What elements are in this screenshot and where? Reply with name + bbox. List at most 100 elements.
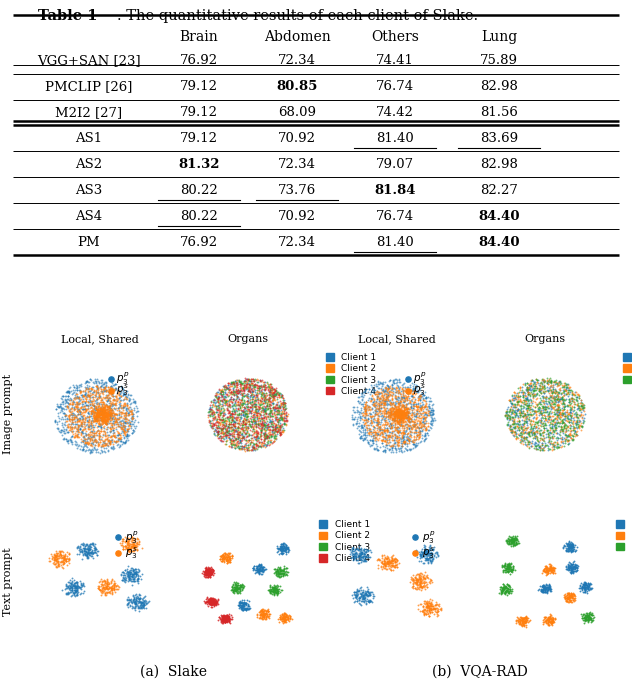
Point (229, 425, 239, 436)
Point (220, 413, 230, 424)
Point (552, 400, 562, 411)
Point (389, 378, 399, 389)
Point (410, 532, 420, 543)
Point (133, 594, 143, 605)
Point (209, 418, 219, 429)
Point (68, 396, 78, 406)
Point (549, 391, 559, 402)
Point (511, 537, 521, 548)
Point (401, 403, 411, 414)
Point (384, 557, 394, 568)
Point (398, 432, 408, 443)
Point (386, 559, 396, 570)
Point (545, 567, 555, 578)
Point (94, 434, 104, 445)
Point (545, 617, 556, 628)
Point (544, 429, 554, 440)
Point (394, 404, 404, 415)
Point (105, 408, 115, 419)
Point (114, 396, 125, 407)
Point (240, 603, 250, 614)
Point (407, 409, 417, 419)
Point (234, 402, 245, 413)
Point (259, 400, 269, 411)
Point (379, 400, 389, 411)
Point (246, 373, 256, 384)
Point (357, 589, 367, 600)
Point (267, 586, 277, 597)
Point (246, 436, 256, 447)
Point (380, 416, 390, 427)
Point (566, 415, 576, 426)
Point (370, 404, 380, 415)
Point (125, 406, 135, 417)
Point (278, 539, 288, 550)
Point (122, 430, 132, 441)
Point (84, 431, 94, 442)
Point (77, 413, 87, 424)
Point (66, 425, 76, 436)
Point (394, 443, 404, 454)
Point (199, 595, 209, 606)
Point (564, 561, 574, 572)
Point (568, 417, 578, 428)
Point (375, 418, 385, 429)
Point (89, 400, 99, 411)
Point (392, 408, 402, 419)
Point (563, 543, 573, 554)
Point (84, 409, 94, 419)
Point (103, 413, 113, 424)
Point (257, 608, 267, 619)
Point (106, 385, 116, 396)
Point (247, 405, 257, 416)
Point (583, 611, 593, 622)
Point (224, 384, 234, 395)
Point (556, 408, 566, 419)
Point (67, 403, 77, 414)
Point (545, 391, 555, 402)
Point (420, 604, 430, 614)
Point (395, 404, 405, 415)
Point (272, 403, 283, 414)
Point (383, 389, 393, 400)
Point (421, 396, 431, 406)
Point (64, 387, 74, 398)
Point (525, 424, 535, 435)
Text: VGG+SAN [23]: VGG+SAN [23] (37, 54, 140, 68)
Point (130, 597, 140, 608)
Point (510, 422, 520, 433)
Point (370, 389, 380, 400)
Point (51, 550, 61, 561)
Point (267, 386, 277, 397)
Point (260, 411, 270, 421)
Point (554, 409, 564, 420)
Point (349, 550, 359, 561)
Point (209, 565, 219, 576)
Point (542, 375, 552, 386)
Point (361, 547, 371, 558)
Point (356, 554, 367, 565)
Point (362, 417, 372, 428)
Point (228, 419, 238, 430)
Point (258, 565, 269, 576)
Point (231, 433, 241, 444)
Point (65, 398, 75, 409)
Point (103, 402, 113, 413)
Point (386, 398, 396, 409)
Point (575, 415, 585, 426)
Point (95, 431, 105, 442)
Point (221, 426, 231, 437)
Point (358, 398, 368, 409)
Point (233, 441, 243, 451)
Point (125, 599, 135, 610)
Point (547, 565, 557, 576)
Point (261, 607, 271, 618)
Point (200, 596, 210, 607)
Point (87, 550, 97, 561)
Point (250, 434, 260, 445)
Point (254, 383, 264, 394)
Point (275, 565, 285, 576)
Point (540, 404, 550, 415)
Point (565, 595, 575, 606)
Point (278, 566, 288, 577)
